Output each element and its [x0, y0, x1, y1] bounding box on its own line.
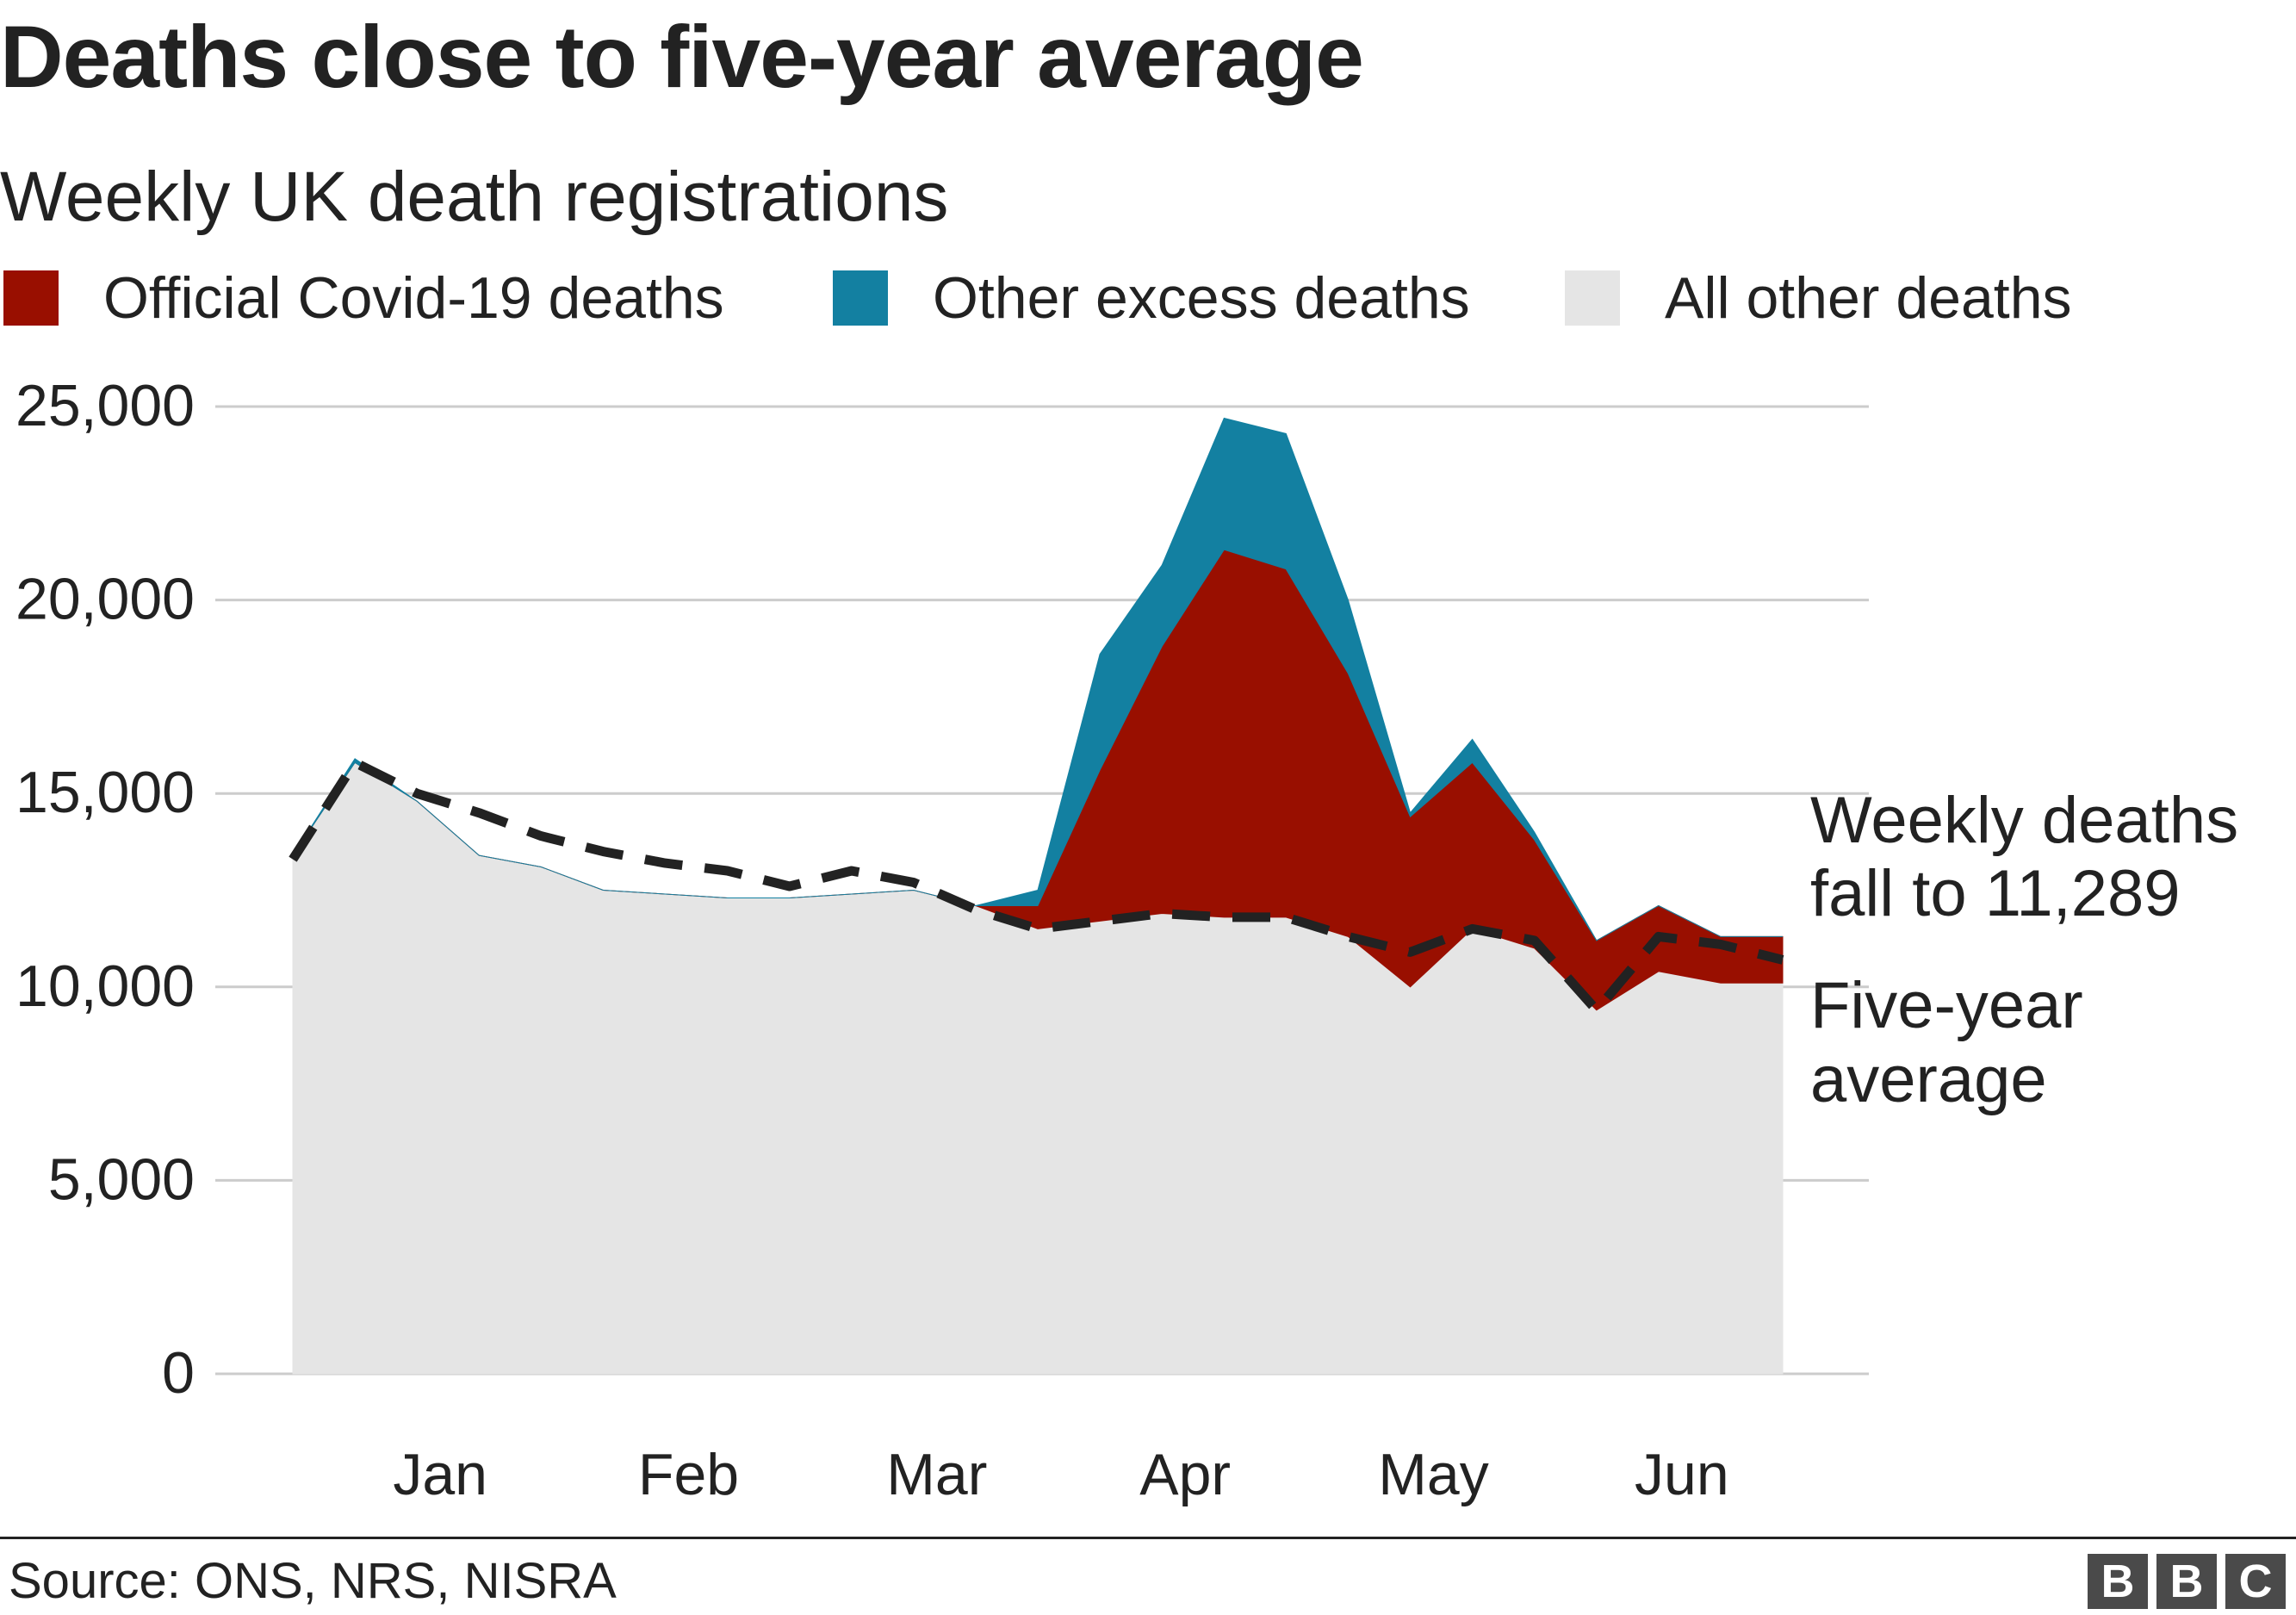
- legend-label-covid: Official Covid-19 deaths: [103, 265, 724, 331]
- legend-item-covid: Official Covid-19 deaths: [3, 265, 724, 331]
- y-tick-label: 25,000: [16, 373, 195, 438]
- annotation-line: Weekly deaths: [1810, 784, 2238, 857]
- x-tick-label: Jun: [1635, 1442, 1729, 1507]
- x-tick-label: May: [1378, 1442, 1488, 1507]
- annotation-line: fall to 11,289: [1810, 857, 2181, 930]
- annotation-line: Five-year: [1810, 969, 2083, 1042]
- y-tick-label: 0: [162, 1340, 195, 1406]
- y-tick-label: 15,000: [16, 760, 195, 825]
- y-tick-label: 10,000: [16, 953, 195, 1019]
- legend-swatch-covid: [3, 270, 59, 326]
- bbc-logo-letter: C: [2225, 1554, 2286, 1609]
- area-chart: 0 5,000 10,000 15,000 20,000 25,000 Jan Feb Mar…: [16, 373, 2238, 1507]
- x-tick-label: Feb: [638, 1442, 739, 1507]
- y-tick-label: 20,000: [16, 567, 195, 632]
- source-note: Source: ONS, NRS, NISRA: [9, 1553, 617, 1609]
- x-tick-label: Jan: [393, 1442, 487, 1507]
- y-tick-label: 5,000: [48, 1146, 195, 1212]
- bbc-logo-letter: B: [2088, 1554, 2148, 1609]
- legend-swatch-excess: [833, 270, 888, 326]
- average-line: [289, 757, 1784, 1016]
- x-axis-ticks: Jan Feb Mar Apr May Jun: [393, 1442, 1728, 1507]
- bbc-logo: B B C: [2088, 1554, 2286, 1609]
- x-tick-label: Mar: [886, 1442, 987, 1507]
- footer-rule: [0, 1537, 2296, 1539]
- area-all-other-deaths: [292, 761, 1784, 1375]
- legend-item-excess: Other excess deaths: [833, 265, 1470, 331]
- legend-label-excess: Other excess deaths: [933, 265, 1470, 331]
- y-axis-ticks: 0 5,000 10,000 15,000 20,000 25,000: [16, 373, 195, 1406]
- legend-swatch-other: [1565, 270, 1620, 326]
- legend-label-other: All other deaths: [1665, 265, 2072, 331]
- five-year-average-line: [289, 757, 1784, 1016]
- annotation-line: average: [1810, 1043, 2047, 1116]
- chart-title: Deaths close to five-year average: [0, 8, 1364, 106]
- bbc-logo-letter: B: [2156, 1554, 2217, 1609]
- area-series: [292, 417, 1784, 1375]
- area-other-excess-deaths: [292, 417, 1783, 941]
- x-tick-label: Apr: [1139, 1442, 1231, 1507]
- legend-item-other: All other deaths: [1565, 265, 2072, 331]
- chart-subtitle: Weekly UK death registrations: [0, 158, 949, 236]
